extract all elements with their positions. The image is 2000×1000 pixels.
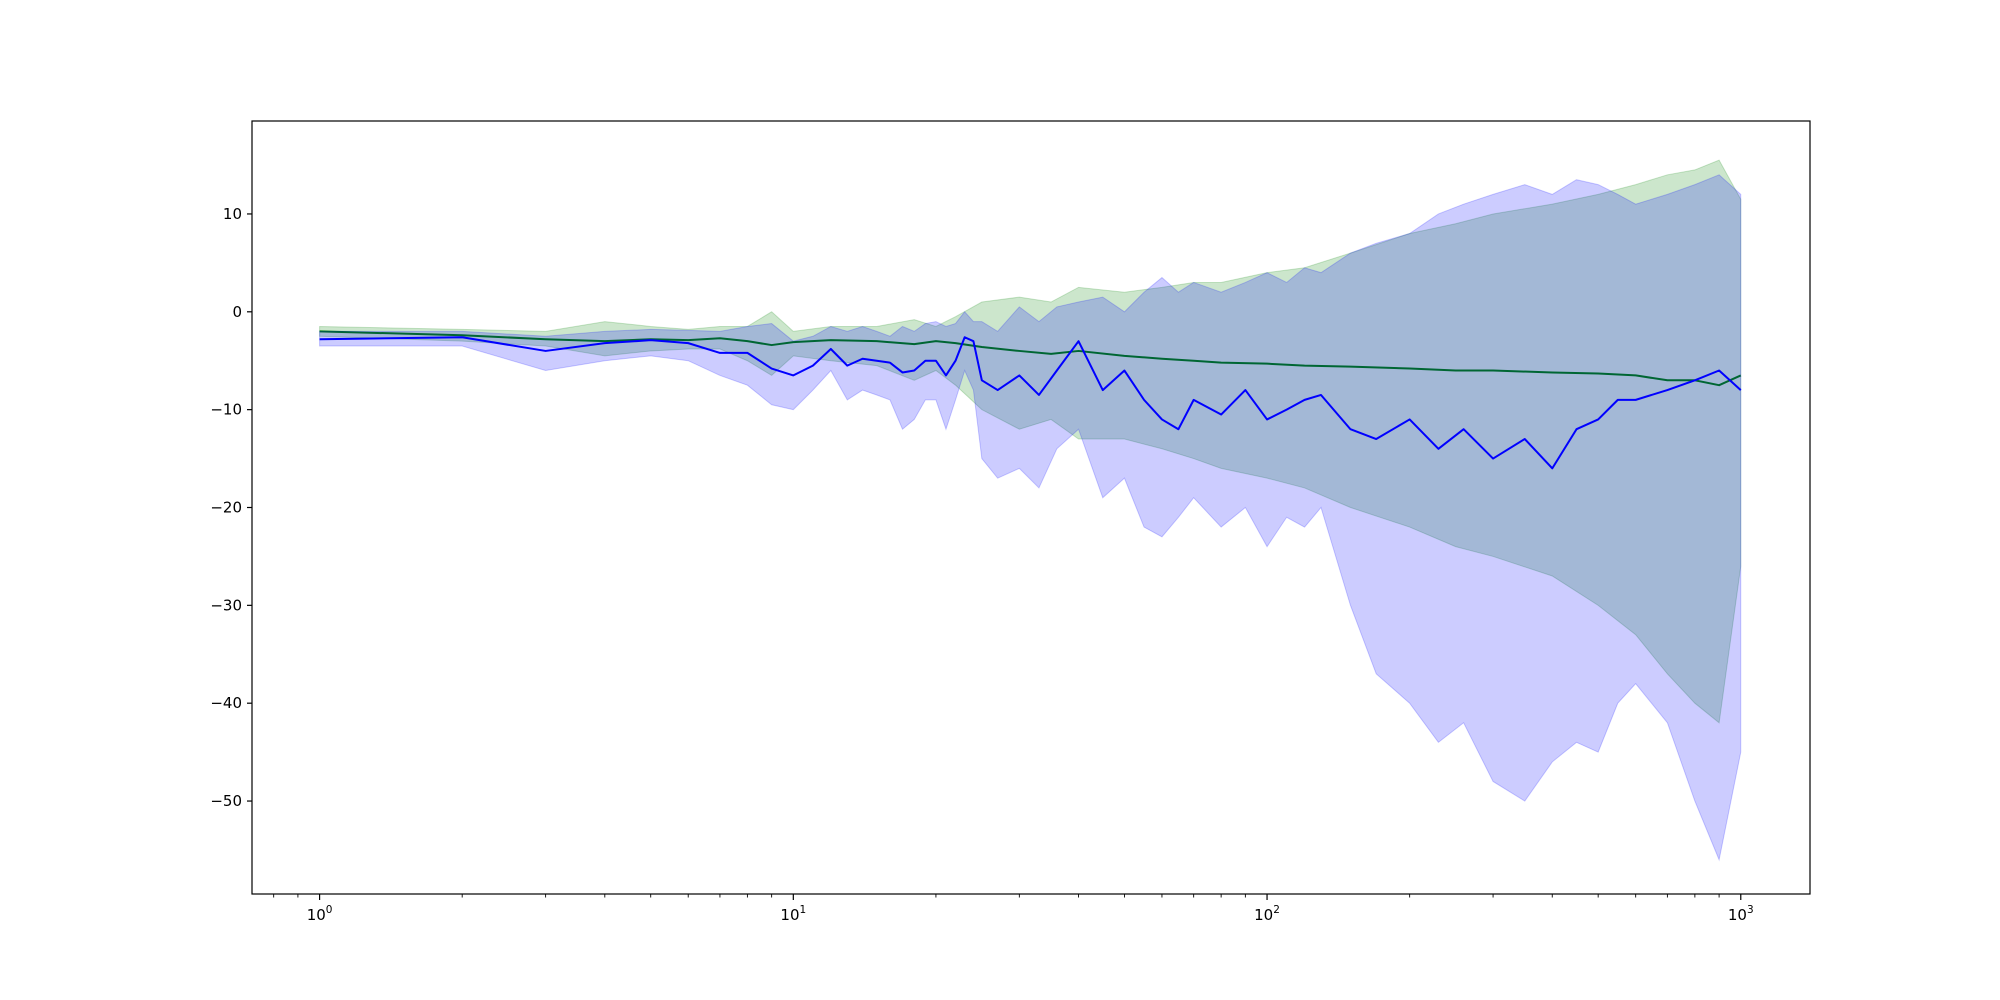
series-1-line: [319, 336, 1742, 470]
x-tick-label: 102: [1254, 904, 1280, 924]
y-tick-label: −10: [210, 401, 242, 419]
y-tick-label: 0: [232, 303, 242, 321]
y-tick-label: −40: [210, 694, 242, 712]
series-0-line: [319, 330, 1742, 387]
series-1: [319, 174, 1742, 862]
y-tick-label: −30: [210, 596, 242, 614]
plot-area: [319, 159, 1742, 862]
y-axis: 10 0 −10 −20 −30 −40 −50: [210, 205, 252, 810]
x-tick-label: 101: [780, 904, 806, 924]
series-0: [319, 159, 1742, 724]
y-tick-label: −50: [210, 792, 242, 810]
x-axis: 100 101 102 103: [273, 894, 1754, 924]
x-tick-label: 103: [1728, 904, 1754, 924]
series-0-band: [319, 159, 1742, 724]
y-tick-label: 10: [223, 205, 242, 223]
x-tick-label: 100: [307, 904, 333, 924]
series-1-band: [319, 174, 1742, 862]
y-tick-label: −20: [210, 499, 242, 517]
